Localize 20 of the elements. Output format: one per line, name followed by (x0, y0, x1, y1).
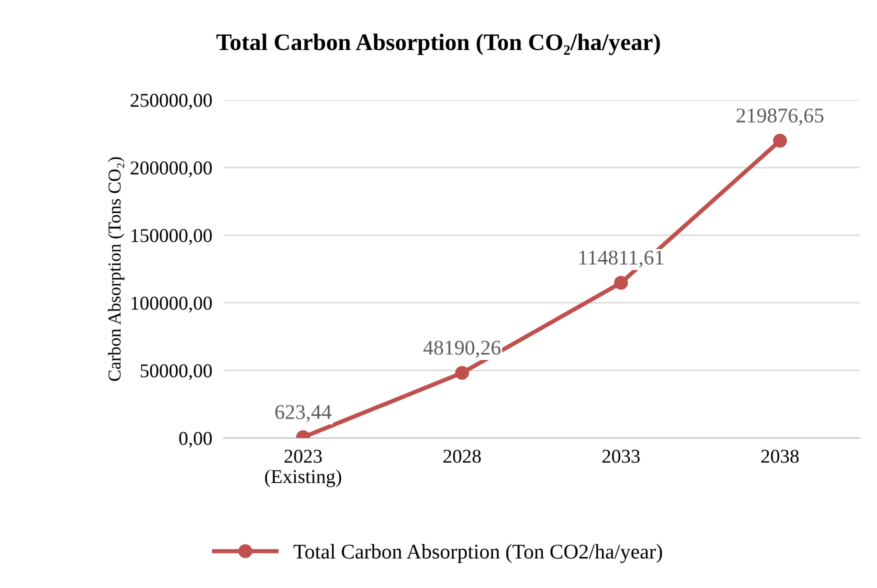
data-label: 114811,61 (579, 250, 664, 268)
y-tick-label: 200000,00 (130, 161, 212, 178)
x-tick-label: 2038 (761, 450, 799, 463)
y-tick-label: 50000,00 (140, 364, 212, 380)
y-axis-title: Carbon Absorption (Tons CO₂) (108, 157, 124, 381)
data-label: 623,44 (275, 405, 332, 422)
y-tick-label: 250000,00 (130, 94, 212, 110)
y-tick-label: 100000,00 (132, 296, 212, 313)
chart-title: Total Carbon Absorption (Ton CO₂/ha/year) (216, 34, 660, 56)
point (773, 134, 787, 148)
legend-label: Total Carbon Absorption (Ton CO2/ha/year) (294, 544, 662, 563)
y-tick-label: 0,00 (179, 432, 212, 448)
point (614, 276, 628, 290)
point (455, 366, 470, 380)
data-label: 219876,65 (736, 108, 824, 126)
data-label: 48190,26 (423, 340, 501, 358)
y-tick-label: 150000,00 (132, 229, 212, 245)
x-tick-label: 2033 (602, 450, 640, 463)
x-tick-label: 2023 (Existing) (265, 450, 342, 488)
x-tick-label: 2028 (443, 450, 481, 463)
